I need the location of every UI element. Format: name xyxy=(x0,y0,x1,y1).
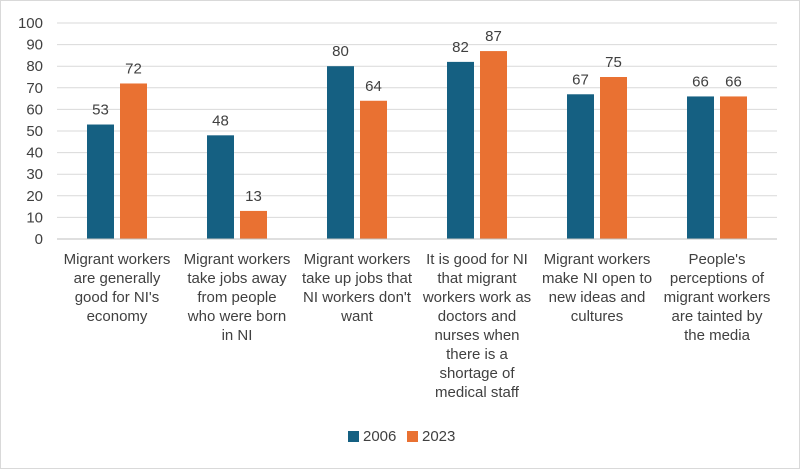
data-label: 75 xyxy=(605,54,622,71)
legend-label: 2023 xyxy=(422,428,455,445)
category-label: Migrant workers make NI open to new ideas … xyxy=(542,251,652,325)
y-tick-label: 40 xyxy=(26,145,43,162)
data-labels: 53 72 48 13 80 64 82 87 67 75 66 66 xyxy=(92,28,742,205)
data-label: 13 xyxy=(245,188,262,205)
bar-2023 xyxy=(720,96,747,239)
data-label: 67 xyxy=(572,71,589,88)
category-label: Migrant workers are generally good for NI'… xyxy=(64,251,171,325)
data-label: 66 xyxy=(725,73,742,90)
y-tick-label: 100 xyxy=(18,15,43,32)
y-tick-label: 20 xyxy=(26,188,43,205)
y-tick-label: 50 xyxy=(26,123,43,140)
y-tick-label: 70 xyxy=(26,80,43,97)
legend: 2006 2023 xyxy=(348,428,455,445)
category-labels: Migrant workers are generally good for NI'… xyxy=(64,251,771,401)
data-label: 80 xyxy=(332,43,349,60)
gridlines xyxy=(57,22,777,218)
data-label: 87 xyxy=(485,28,502,45)
bar-2023 xyxy=(240,210,267,239)
category-label: Migrant workers take up jobs that NI worke… xyxy=(302,251,413,325)
category-label: It is good for NI that migrant workers wor… xyxy=(422,251,531,401)
y-axis-ticks: 0 10 20 30 40 50 60 70 80 90 100 xyxy=(18,15,43,248)
data-label: 48 xyxy=(212,112,229,129)
bar-2023 xyxy=(480,51,507,239)
bar-2023 xyxy=(120,83,147,239)
data-label: 66 xyxy=(692,73,709,90)
data-label: 72 xyxy=(125,60,142,77)
bar-2023 xyxy=(360,100,387,239)
y-tick-label: 0 xyxy=(35,231,43,248)
category-label: People's perceptions of migrant workers are… xyxy=(664,251,771,344)
y-tick-label: 10 xyxy=(26,209,43,226)
bar-2006 xyxy=(567,94,594,239)
data-label: 53 xyxy=(92,102,109,119)
bar-2006 xyxy=(687,96,714,239)
bar-2006 xyxy=(207,135,234,239)
bars xyxy=(87,51,747,239)
category-label: Migrant workers take jobs away from people… xyxy=(184,251,291,344)
legend-swatch-2023 xyxy=(407,431,418,442)
data-label: 82 xyxy=(452,39,469,56)
y-tick-label: 60 xyxy=(26,101,43,118)
y-tick-label: 80 xyxy=(26,58,43,75)
bar-2023 xyxy=(600,77,627,239)
y-tick-label: 90 xyxy=(26,37,43,54)
bar-2006 xyxy=(447,61,474,239)
data-label: 64 xyxy=(365,78,382,95)
bar-2006 xyxy=(87,124,114,239)
legend-label: 2006 xyxy=(363,428,396,445)
bar-2006 xyxy=(327,66,354,239)
y-tick-label: 30 xyxy=(26,166,43,183)
legend-swatch-2006 xyxy=(348,431,359,442)
